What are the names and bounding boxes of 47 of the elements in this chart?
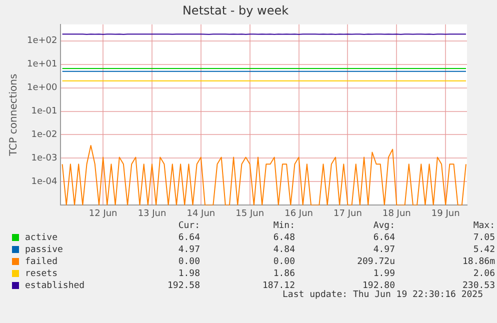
legend-label: established <box>25 281 85 291</box>
y-axis-title: TCP connections <box>8 74 20 157</box>
text: 187.12 <box>261 280 295 291</box>
text: 4.97 <box>177 244 200 256</box>
text: 6.64 <box>177 232 200 244</box>
text: 4.97 <box>372 244 395 256</box>
text: 192.58 <box>166 280 200 292</box>
text: 1.99 <box>372 268 395 280</box>
y-tick-label: 1e+02 <box>26 36 58 46</box>
x-tick-label: 18 Jun <box>382 208 411 219</box>
text: 1.98 <box>177 268 200 280</box>
y-tick-label: 1e-04 <box>31 177 58 188</box>
x-tick-label: 19 Jun <box>431 208 460 219</box>
text: Min: <box>272 220 295 232</box>
legend-label: failed <box>25 257 58 267</box>
x-tick-label: 12 Jun <box>88 208 118 219</box>
x-tick-label: 16 Jun <box>284 208 313 219</box>
y-tick-label: 1e+01 <box>26 60 58 70</box>
text: Last update: Thu Jun 19 22:30:16 2025 <box>282 290 483 300</box>
y-tick-label: 1e-02 <box>31 130 58 140</box>
text: 209.72u <box>356 256 395 268</box>
y-tick-label: 1e-03 <box>31 154 58 164</box>
text: 18.86m <box>461 256 495 268</box>
legend-label: passive <box>25 245 63 255</box>
text: 230.53 <box>461 280 495 291</box>
y-tick-label: 1e-01 <box>31 106 58 117</box>
text: 2.06 <box>472 268 495 280</box>
text: 0.00 <box>272 256 295 268</box>
legend-label: active <box>25 233 58 243</box>
text: 0.00 <box>177 256 200 268</box>
text: 192.80 <box>362 280 395 291</box>
y-tick-label: 1e+00 <box>26 83 58 94</box>
text: 7.05 <box>472 232 495 244</box>
x-tick-label: 13 Jun <box>138 208 166 219</box>
text: Max: <box>472 220 495 232</box>
text: 4.84 <box>272 244 295 256</box>
x-tick-label: 17 Jun <box>334 208 362 219</box>
chart-title: Netstat - by week <box>182 3 289 18</box>
x-tick-label: 15 Jun <box>236 208 264 219</box>
text: Cur: <box>177 220 200 232</box>
text: 6.48 <box>272 232 295 244</box>
legend-label: resets <box>25 269 58 279</box>
text: 5.42 <box>472 244 495 256</box>
text: 1.86 <box>272 268 295 280</box>
text: Avg: <box>372 220 395 232</box>
x-tick-label: 14 Jun <box>186 208 216 219</box>
text: 6.64 <box>372 232 395 244</box>
